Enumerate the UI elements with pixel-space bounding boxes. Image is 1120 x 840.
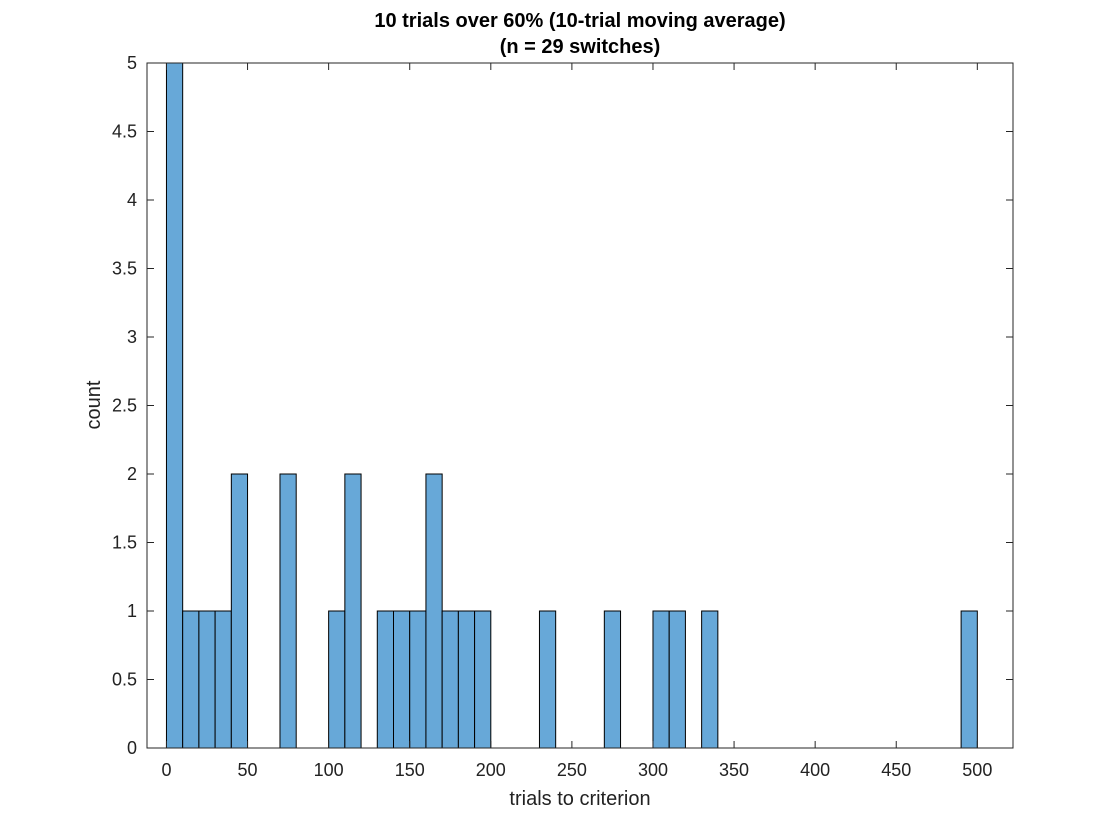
histogram-bar (344, 473, 362, 749)
y-tick-label: 1.5 (112, 533, 137, 553)
x-tick-label: 450 (881, 760, 911, 780)
histogram-bar (603, 610, 622, 749)
x-tick-label: 400 (800, 760, 830, 780)
x-tick-label: 500 (962, 760, 992, 780)
x-axis-label: trials to criterion (509, 788, 650, 810)
chart-subtitle: (n = 29 switches) (500, 36, 661, 58)
histogram-bar (393, 610, 411, 749)
x-tick-label: 200 (476, 760, 506, 780)
histogram-bar (279, 473, 297, 749)
x-tick-label: 0 (161, 760, 171, 780)
histogram-bar (701, 610, 719, 749)
histogram-bar (441, 610, 459, 749)
histogram-bar (214, 610, 232, 749)
histogram-bar (230, 473, 249, 749)
y-tick-label: 4 (127, 190, 137, 210)
histogram-bar (457, 610, 476, 749)
y-tick-label: 2 (127, 464, 137, 484)
x-tick-label: 100 (314, 760, 344, 780)
bars-group (165, 62, 978, 749)
ticks-group: 0 50 100 150 200 250 300 350 400 450 500 0 0.5 1 1.5 2 2… (112, 53, 1013, 780)
plot-frame (146, 62, 1014, 749)
x-tick-label: 350 (719, 760, 749, 780)
histogram-bar (376, 610, 395, 749)
y-tick-label: 0 (127, 738, 137, 758)
y-tick-label: 3.5 (112, 259, 137, 279)
chart-title: 10 trials over 60% (10-trial moving aver… (374, 10, 785, 32)
x-tick-label: 300 (638, 760, 668, 780)
histogram-bar (165, 62, 184, 749)
histogram-bar (328, 610, 346, 749)
histogram-bar (409, 610, 427, 749)
x-tick-label: 250 (557, 760, 587, 780)
y-axis-label: count (83, 380, 105, 429)
x-tick-label: 150 (395, 760, 425, 780)
histogram-bar (182, 610, 200, 749)
y-tick-label: 3 (127, 327, 137, 347)
histogram-bar (198, 610, 216, 749)
plot-area (147, 63, 1013, 748)
y-tick-label: 4.5 (112, 122, 137, 142)
y-tick-label: 2.5 (112, 396, 137, 416)
histogram-bar (668, 610, 686, 749)
y-tick-label: 0.5 (112, 670, 137, 690)
x-tick-label: 50 (238, 760, 258, 780)
histogram-bar (652, 610, 670, 749)
histogram-bar (538, 610, 557, 749)
histogram-bar (474, 610, 492, 749)
y-tick-label: 1 (127, 601, 137, 621)
histogram-bar (425, 473, 443, 749)
histogram-bar (960, 610, 978, 749)
y-tick-label: 5 (127, 53, 137, 73)
